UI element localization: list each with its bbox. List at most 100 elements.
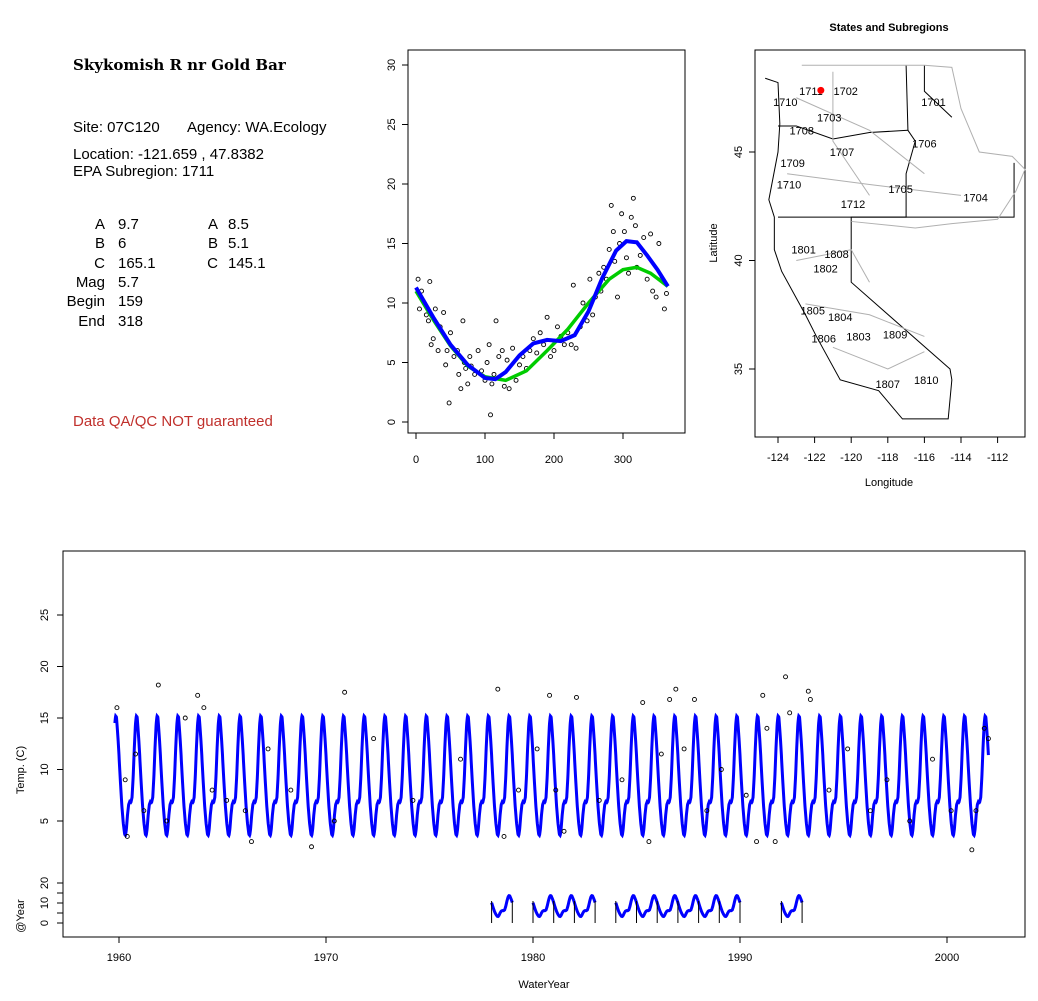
site-id: Site: 07C120	[73, 119, 160, 136]
data-point	[743, 792, 749, 798]
data-point	[548, 354, 553, 359]
data-point	[640, 700, 646, 705]
param-label: B	[94, 235, 105, 253]
param-label: End	[78, 312, 105, 330]
data-point	[182, 715, 188, 721]
epa-subregion: EPA Subregion: 1711	[73, 163, 215, 180]
subregion-boundary	[832, 71, 870, 196]
location: Location: -121.659 , 47.8382	[73, 146, 264, 163]
data-point	[427, 279, 433, 285]
data-point	[441, 310, 447, 315]
data-point	[495, 686, 501, 692]
y-tick-label: 10	[386, 297, 398, 309]
data-point	[475, 348, 481, 354]
data-point	[249, 839, 254, 845]
data-point	[653, 294, 659, 300]
y-tick-label: 10	[39, 763, 51, 775]
data-point	[650, 288, 656, 294]
data-point	[628, 214, 634, 220]
data-point	[342, 689, 348, 695]
year-fit-segment	[531, 894, 597, 919]
x-tick-label: -116	[914, 452, 935, 464]
data-point	[646, 839, 652, 845]
state-boundary	[765, 77, 1015, 420]
subregion-label: 1711	[799, 86, 823, 98]
data-point	[493, 318, 499, 324]
subregion-label: 1704	[963, 193, 987, 205]
data-point	[969, 847, 975, 853]
data-point	[619, 211, 625, 217]
data-point	[410, 797, 416, 803]
data-point	[787, 710, 793, 716]
data-point	[615, 294, 620, 300]
subregion-boundary	[787, 173, 962, 196]
y-tick-label: 30	[386, 59, 398, 71]
agency: Agency: WA.Ecology	[187, 119, 327, 136]
subregion-label: 1803	[846, 331, 870, 343]
subregion-label: 1809	[883, 329, 907, 341]
subregion-label: 1708	[790, 125, 814, 137]
data-point	[884, 777, 890, 783]
subregion-boundary	[796, 97, 925, 175]
data-point	[467, 354, 473, 359]
green-fit-line	[414, 265, 669, 383]
y-tick-label: 45	[733, 146, 745, 158]
y-tick-label: 0	[386, 419, 398, 425]
data-point	[754, 839, 760, 845]
data-point	[930, 756, 935, 762]
x-tick-label: 300	[614, 454, 632, 466]
x-tick-label: 2000	[935, 952, 959, 964]
subregion-label: 1801	[791, 245, 815, 257]
data-point	[465, 381, 471, 387]
data-point	[551, 348, 557, 354]
y-tick-label: 5	[39, 818, 51, 824]
data-point	[907, 818, 913, 824]
param-label: C	[94, 254, 105, 272]
x-tick-label: -120	[840, 452, 862, 464]
data-point	[195, 692, 201, 698]
data-point	[265, 746, 271, 752]
data-point	[506, 386, 512, 392]
data-point	[451, 354, 457, 359]
x-tick-label: 1970	[314, 952, 338, 964]
y-tick-label: 20	[39, 660, 51, 672]
subregion-boundary	[805, 303, 925, 337]
y-axis-label: Temp. (C)	[15, 746, 27, 794]
data-point	[460, 318, 466, 324]
data-point	[371, 736, 377, 742]
x-tick-label: 0	[413, 454, 419, 466]
data-point	[486, 342, 492, 348]
subregion-label: 1712	[841, 199, 865, 211]
data-point	[610, 229, 616, 235]
param-value: 8.5	[228, 216, 249, 233]
site-marker	[817, 86, 825, 94]
data-point	[201, 705, 207, 711]
data-point	[664, 291, 669, 296]
param-label: A	[94, 216, 105, 233]
data-point	[661, 306, 667, 312]
data-point	[288, 787, 294, 793]
data-point	[590, 312, 596, 318]
data-point	[667, 697, 673, 702]
data-point	[458, 386, 464, 392]
data-point	[644, 276, 650, 282]
map-title: States and Subregions	[829, 22, 948, 34]
data-point	[985, 736, 991, 742]
data-point	[124, 834, 130, 839]
data-point	[547, 692, 553, 698]
data-point	[516, 787, 521, 793]
data-point	[430, 336, 436, 342]
x-axis-label: Longitude	[865, 477, 913, 489]
data-point	[574, 694, 579, 700]
param-label: Begin	[66, 293, 105, 311]
data-point	[496, 354, 502, 359]
x-tick-label: -122	[804, 452, 826, 464]
data-point	[681, 746, 687, 752]
data-point	[948, 808, 954, 814]
data-point	[568, 342, 574, 348]
data-point	[587, 276, 593, 282]
data-point	[534, 350, 540, 356]
y-tick-label: 15	[39, 712, 51, 724]
data-point	[155, 682, 161, 688]
subregion-label: 1710	[773, 97, 797, 109]
